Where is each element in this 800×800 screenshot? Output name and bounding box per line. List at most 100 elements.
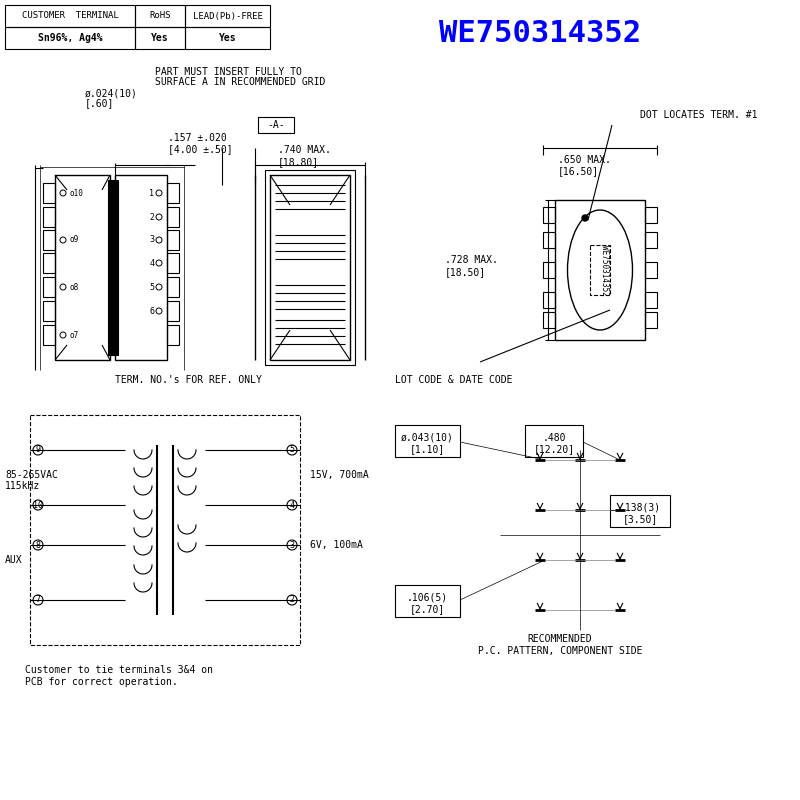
Text: Yes: Yes	[218, 33, 236, 43]
Text: 115kHz: 115kHz	[5, 481, 40, 491]
Text: 85-265VAC: 85-265VAC	[5, 470, 58, 480]
Bar	[5, 5, 135, 27]
Bar	[645, 312, 657, 328]
Text: 2: 2	[290, 595, 294, 605]
Bar	[115, 175, 167, 360]
Text: 3: 3	[290, 541, 294, 550]
Text: .740 MAX.: .740 MAX.	[278, 145, 331, 155]
Bar	[645, 262, 657, 278]
Text: o9: o9	[69, 235, 78, 245]
Bar	[610, 495, 670, 527]
Text: .138(3): .138(3)	[619, 503, 661, 513]
Bar	[645, 292, 657, 308]
Bar	[543, 292, 555, 308]
Bar	[543, 262, 555, 278]
Text: AUX: AUX	[5, 555, 22, 565]
Circle shape	[582, 215, 588, 221]
Text: 5: 5	[290, 446, 294, 454]
Bar	[108, 180, 118, 355]
Text: 8: 8	[35, 541, 41, 550]
Text: 1: 1	[150, 189, 154, 198]
Text: .157 ±.020: .157 ±.020	[168, 133, 226, 143]
Bar	[167, 253, 179, 273]
Text: 3: 3	[150, 235, 154, 245]
Text: [2.70]: [2.70]	[410, 604, 445, 614]
Bar	[525, 425, 583, 457]
Bar	[43, 301, 55, 321]
Text: SURFACE A IN RECOMMENDED GRID: SURFACE A IN RECOMMENDED GRID	[155, 77, 326, 87]
Bar	[270, 175, 350, 360]
Text: 15V, 700mA: 15V, 700mA	[310, 470, 369, 480]
Bar	[185, 27, 270, 49]
Bar	[395, 585, 460, 617]
Text: 4: 4	[150, 258, 154, 267]
Text: .650 MAX.: .650 MAX.	[558, 155, 611, 165]
Text: CUSTOMER  TERMINAL: CUSTOMER TERMINAL	[22, 11, 118, 21]
Text: Customer to tie terminals 3&4 on
PCB for correct operation.: Customer to tie terminals 3&4 on PCB for…	[25, 665, 213, 686]
Bar	[43, 277, 55, 297]
Bar	[30, 415, 300, 645]
Bar	[645, 232, 657, 248]
Bar	[5, 27, 135, 49]
Bar	[43, 230, 55, 250]
Bar	[167, 207, 179, 227]
Text: [4.00 ±.50]: [4.00 ±.50]	[168, 144, 233, 154]
Bar	[43, 183, 55, 203]
Text: [3.50]: [3.50]	[622, 514, 658, 524]
Bar	[43, 325, 55, 345]
Text: 10: 10	[33, 501, 43, 510]
Bar	[135, 5, 185, 27]
Text: o8: o8	[69, 282, 78, 291]
Text: LOT CODE & DATE CODE: LOT CODE & DATE CODE	[395, 375, 513, 385]
Bar	[258, 117, 294, 133]
Text: 2: 2	[150, 213, 154, 222]
Text: WE750314352: WE750314352	[601, 245, 610, 295]
Bar	[395, 425, 460, 457]
Text: ø.024(10): ø.024(10)	[85, 88, 138, 98]
Bar	[167, 325, 179, 345]
Text: ø.043(10): ø.043(10)	[401, 433, 454, 443]
Text: RoHS: RoHS	[150, 11, 170, 21]
Text: Yes: Yes	[151, 33, 169, 43]
Text: [18.80]: [18.80]	[278, 157, 319, 167]
Text: PART MUST INSERT FULLY TO: PART MUST INSERT FULLY TO	[155, 67, 302, 77]
Text: [12.20]: [12.20]	[534, 444, 574, 454]
Text: 4: 4	[290, 501, 294, 510]
Bar	[645, 207, 657, 223]
Text: -A-: -A-	[267, 120, 285, 130]
Text: .480: .480	[542, 433, 566, 443]
Text: [16.50]: [16.50]	[558, 166, 599, 176]
Bar	[185, 5, 270, 27]
Bar	[55, 175, 110, 360]
Bar	[543, 207, 555, 223]
Bar	[43, 207, 55, 227]
Text: 6V, 100mA: 6V, 100mA	[310, 540, 363, 550]
Text: TERM. NO.'s FOR REF. ONLY: TERM. NO.'s FOR REF. ONLY	[115, 375, 262, 385]
Text: 9: 9	[35, 446, 41, 454]
Bar	[543, 232, 555, 248]
Text: [18.50]: [18.50]	[445, 267, 486, 277]
Bar	[590, 245, 610, 295]
Text: .728 MAX.: .728 MAX.	[445, 255, 498, 265]
Bar	[543, 312, 555, 328]
Text: [.60]: [.60]	[85, 98, 114, 108]
Text: o10: o10	[69, 189, 83, 198]
Text: Sn96%, Ag4%: Sn96%, Ag4%	[38, 33, 102, 43]
Text: WE750314352: WE750314352	[439, 18, 641, 47]
Bar	[167, 301, 179, 321]
Text: 5: 5	[150, 282, 154, 291]
Text: o7: o7	[69, 330, 78, 339]
Bar	[555, 200, 645, 340]
Text: DOT LOCATES TERM. #1: DOT LOCATES TERM. #1	[640, 110, 758, 120]
Bar	[43, 253, 55, 273]
Text: [1.10]: [1.10]	[410, 444, 445, 454]
Bar	[167, 183, 179, 203]
Text: RECOMMENDED
P.C. PATTERN, COMPONENT SIDE: RECOMMENDED P.C. PATTERN, COMPONENT SIDE	[478, 634, 642, 656]
Bar	[167, 230, 179, 250]
Bar	[167, 277, 179, 297]
Bar	[265, 170, 355, 365]
Bar	[135, 27, 185, 49]
Text: 7: 7	[35, 595, 41, 605]
Text: 6: 6	[150, 306, 154, 315]
Text: .106(5): .106(5)	[406, 593, 447, 603]
